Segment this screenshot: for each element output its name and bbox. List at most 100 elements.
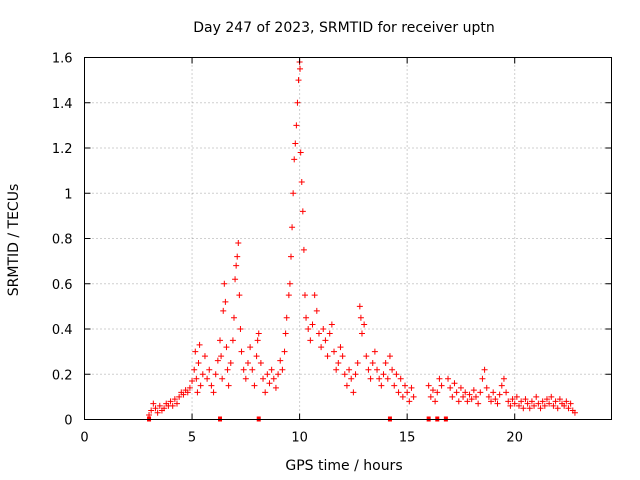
data-point xyxy=(249,366,256,373)
data-point xyxy=(350,389,357,396)
data-point xyxy=(535,400,542,407)
data-point xyxy=(223,344,230,351)
data-point xyxy=(363,353,370,360)
y-tick-label: 0.2 xyxy=(52,368,73,383)
data-points xyxy=(146,59,578,418)
data-point xyxy=(320,326,327,332)
data-point xyxy=(427,393,434,400)
data-point xyxy=(361,321,368,328)
data-point xyxy=(384,375,391,382)
data-point xyxy=(369,359,376,366)
data-point xyxy=(358,330,365,337)
data-point xyxy=(298,178,305,185)
data-point xyxy=(505,398,512,405)
data-point xyxy=(227,359,234,366)
data-point xyxy=(156,402,163,409)
data-point xyxy=(324,353,331,360)
data-point xyxy=(528,398,535,405)
data-point xyxy=(303,314,310,321)
data-point xyxy=(352,371,359,378)
data-point xyxy=(234,253,241,260)
data-point xyxy=(206,366,213,373)
data-point xyxy=(339,353,346,360)
data-point xyxy=(386,353,393,360)
data-point xyxy=(485,393,492,400)
data-point xyxy=(233,262,240,269)
data-point xyxy=(169,402,176,409)
data-point xyxy=(176,393,183,400)
data-point xyxy=(186,384,193,391)
data-point xyxy=(341,371,348,378)
data-point xyxy=(167,398,174,405)
data-point xyxy=(260,375,267,382)
data-point xyxy=(229,337,236,344)
data-point xyxy=(406,398,413,405)
data-point xyxy=(346,366,353,373)
data-point xyxy=(307,337,314,344)
data-point xyxy=(189,378,196,385)
y-tick-label: 1 xyxy=(64,187,72,202)
data-point xyxy=(472,393,479,400)
data-point xyxy=(389,366,396,373)
data-point xyxy=(524,400,531,407)
data-point xyxy=(322,337,329,344)
data-point xyxy=(305,326,312,332)
data-point xyxy=(367,375,374,382)
data-point xyxy=(429,387,436,394)
data-point xyxy=(294,99,301,106)
data-point xyxy=(395,389,402,396)
data-point xyxy=(255,330,262,337)
data-point xyxy=(539,398,546,405)
data-point xyxy=(531,402,538,409)
data-point xyxy=(253,353,260,360)
data-point xyxy=(546,400,553,407)
data-point xyxy=(242,375,249,382)
data-point xyxy=(541,402,548,409)
data-point xyxy=(279,366,286,373)
data-point xyxy=(247,344,254,351)
data-point xyxy=(522,396,529,403)
data-point xyxy=(221,280,228,287)
data-point xyxy=(543,396,550,403)
y-axis-label: SRMTID / TECUs xyxy=(6,184,22,297)
data-point xyxy=(217,337,224,344)
data-point xyxy=(328,321,335,328)
data-point xyxy=(232,276,239,283)
data-point xyxy=(556,396,563,403)
data-point xyxy=(299,208,306,215)
data-point xyxy=(462,389,469,396)
data-point xyxy=(266,380,273,387)
x-tick-label: 15 xyxy=(399,431,416,446)
y-tick-label: 1.6 xyxy=(52,52,73,67)
data-point xyxy=(357,314,364,321)
data-point xyxy=(161,405,168,412)
data-point xyxy=(184,389,191,396)
data-point xyxy=(173,400,180,407)
data-point xyxy=(470,387,477,394)
data-point xyxy=(154,409,161,416)
grid xyxy=(84,57,612,420)
data-point xyxy=(293,122,300,129)
data-point xyxy=(315,330,322,337)
data-point xyxy=(225,382,232,389)
data-point xyxy=(286,280,293,287)
data-point xyxy=(479,375,486,382)
data-point xyxy=(191,366,198,373)
data-point xyxy=(500,375,507,382)
data-point xyxy=(397,375,404,382)
data-point xyxy=(171,396,178,403)
data-point xyxy=(445,375,452,382)
data-point xyxy=(393,371,400,378)
data-point xyxy=(507,402,514,409)
data-point xyxy=(287,253,294,260)
data-point xyxy=(235,240,242,247)
data-point xyxy=(356,303,363,310)
data-point xyxy=(289,224,296,231)
axis-ticks: 0 5 10 15 20 0 0.2 0.4 0.6 0.8 1 1.2 1.4 1.6 xyxy=(52,52,612,446)
data-point xyxy=(380,371,387,378)
data-point xyxy=(365,366,372,373)
data-point xyxy=(537,405,544,412)
data-point xyxy=(313,307,320,314)
data-point xyxy=(150,400,157,407)
data-point xyxy=(498,382,505,389)
